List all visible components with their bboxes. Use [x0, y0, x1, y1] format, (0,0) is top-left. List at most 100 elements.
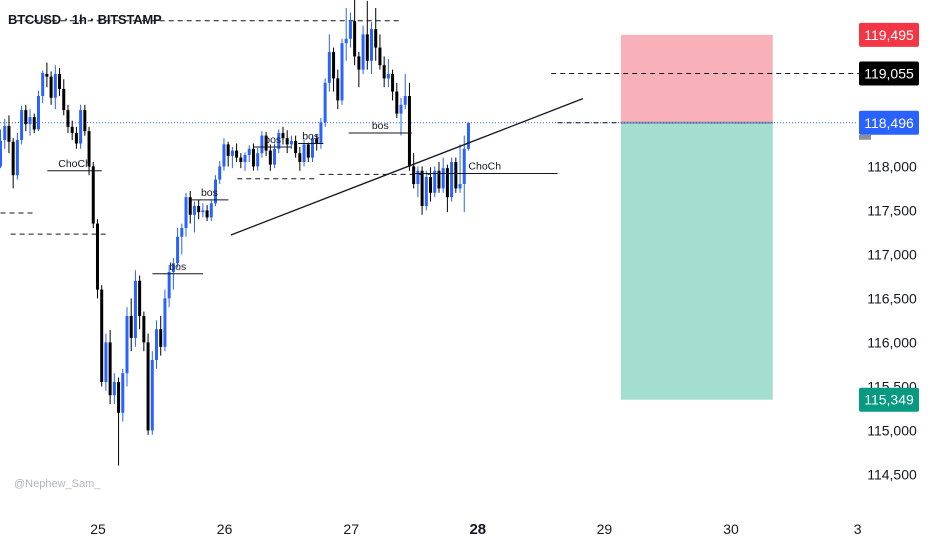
price-tick-label: 116,000	[867, 334, 917, 350]
candle-body	[323, 82, 327, 123]
candle-body	[104, 342, 108, 382]
candle-body	[15, 140, 19, 176]
candle-body	[159, 329, 163, 347]
candle-body	[391, 74, 395, 92]
price-tick-label: 115,000	[867, 422, 917, 438]
candle-body	[108, 342, 112, 396]
candle-body	[70, 126, 74, 133]
time-axis-layer: 25 26 27 28 29 30 3	[90, 521, 861, 538]
candle-body	[121, 373, 125, 413]
candle-body	[58, 74, 62, 89]
candle-body	[150, 360, 154, 431]
time-tick-label: 29	[597, 521, 613, 537]
candle-body	[142, 316, 146, 343]
candle-body	[192, 206, 196, 215]
candle-body	[226, 144, 230, 156]
candle-body	[433, 170, 437, 193]
candle-body	[268, 150, 272, 165]
candles-layer	[0, 0, 470, 466]
candle-body	[260, 135, 264, 154]
candle-body	[386, 74, 390, 79]
candle-body	[247, 148, 251, 155]
candle-body	[458, 184, 462, 189]
candle-body	[374, 29, 378, 48]
price-tag-target	[859, 387, 919, 412]
candle-body	[214, 179, 218, 204]
candle-body	[66, 110, 70, 127]
candle-body	[365, 34, 369, 61]
price-tag-level	[859, 61, 919, 86]
candle-body	[462, 148, 466, 184]
structure-annotations-layer: ChoCh ChoCh bos bos bos bos bos	[47, 98, 584, 275]
candle-body	[133, 280, 137, 338]
stop-loss-zone	[620, 34, 773, 123]
candle-body	[336, 78, 340, 101]
candle-body	[0, 140, 3, 167]
candle-body	[79, 110, 83, 144]
candle-body	[239, 157, 243, 162]
candle-body	[87, 131, 91, 167]
candle-body	[416, 170, 420, 184]
time-tick-label: 3	[854, 521, 862, 537]
candle-body	[24, 110, 28, 125]
price-tick-label: 117,000	[867, 246, 917, 262]
price-tag-label: 115,349	[864, 392, 914, 408]
candle-body	[209, 203, 213, 218]
take-profit-zone	[620, 122, 773, 400]
candle-body	[125, 316, 129, 374]
candle-body	[32, 117, 36, 130]
candle-body	[117, 382, 121, 413]
candle-body	[302, 144, 306, 162]
candle-body	[319, 122, 323, 144]
candle-body	[289, 140, 293, 145]
candle-body	[188, 197, 192, 215]
candle-body	[357, 56, 361, 70]
time-tick-label: 25	[90, 521, 106, 537]
price-tag-entry	[859, 110, 919, 135]
time-tick-label: 26	[217, 521, 233, 537]
price-tag-label: 119,055	[864, 66, 914, 82]
candle-body	[45, 74, 49, 77]
candle-body	[7, 125, 11, 142]
candle-body	[429, 176, 433, 193]
candle-body	[327, 52, 331, 83]
price-axis-layer: 114,500115,000115,500116,000116,500117,0…	[867, 158, 917, 482]
candle-body	[370, 29, 374, 61]
candle-body	[218, 166, 222, 180]
price-tag-label: 119,495	[864, 27, 914, 43]
candle-body	[378, 47, 382, 66]
structure-label-bos: bos	[169, 261, 186, 273]
structure-label-bos: bos	[302, 131, 319, 143]
candle-body	[264, 135, 268, 151]
candle-body	[28, 117, 32, 125]
candle-body	[235, 150, 239, 158]
trendline	[230, 98, 584, 236]
structure-label-bos: bos	[372, 120, 389, 132]
candle-body	[146, 342, 150, 431]
candle-body	[62, 88, 66, 111]
candle-body	[205, 210, 209, 218]
candle-body	[36, 96, 40, 130]
structure-label-choch: ChoCh	[58, 158, 91, 170]
candle-body	[138, 280, 142, 316]
candle-body	[95, 223, 99, 290]
candle-body	[11, 141, 15, 176]
candle-body	[129, 316, 133, 338]
candle-body	[230, 150, 234, 156]
candle-body	[407, 96, 411, 167]
candle-body	[100, 289, 104, 382]
price-tag-stop	[859, 22, 919, 47]
candle-body	[399, 104, 403, 114]
candle-body	[412, 166, 416, 184]
price-tags-layer: 119,495 119,055 118,496 115,349	[859, 22, 919, 412]
candle-body	[83, 110, 87, 132]
candle-body	[332, 52, 336, 79]
candle-body	[420, 170, 424, 206]
candle-body	[445, 168, 449, 198]
candle-body	[277, 132, 281, 149]
candle-body	[176, 236, 180, 264]
candle-body	[424, 176, 428, 206]
candle-body	[49, 76, 53, 98]
candle-body	[382, 65, 386, 79]
